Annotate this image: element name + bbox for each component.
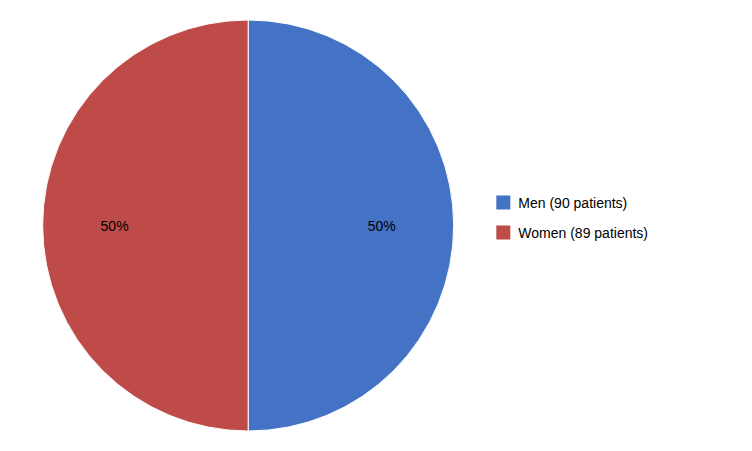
legend-item: Men (90 patients) [496, 195, 627, 211]
data-labels: 50% 50% [101, 218, 396, 234]
data-label: 50% [101, 218, 129, 234]
legend: Men (90 patients) Women (89 patients) [496, 195, 648, 241]
legend-label: Women (89 patients) [518, 225, 648, 241]
data-label: 50% [368, 218, 396, 234]
legend-swatch [496, 226, 510, 240]
legend-item: Women (89 patients) [496, 225, 648, 241]
legend-swatch [496, 196, 510, 210]
pie [43, 20, 454, 431]
pie-slice [248, 20, 454, 431]
chart: 50% 50% Men (90 patients) Women (89 patient… [0, 0, 752, 451]
pie-slice [43, 20, 249, 431]
legend-label: Men (90 patients) [518, 195, 627, 211]
